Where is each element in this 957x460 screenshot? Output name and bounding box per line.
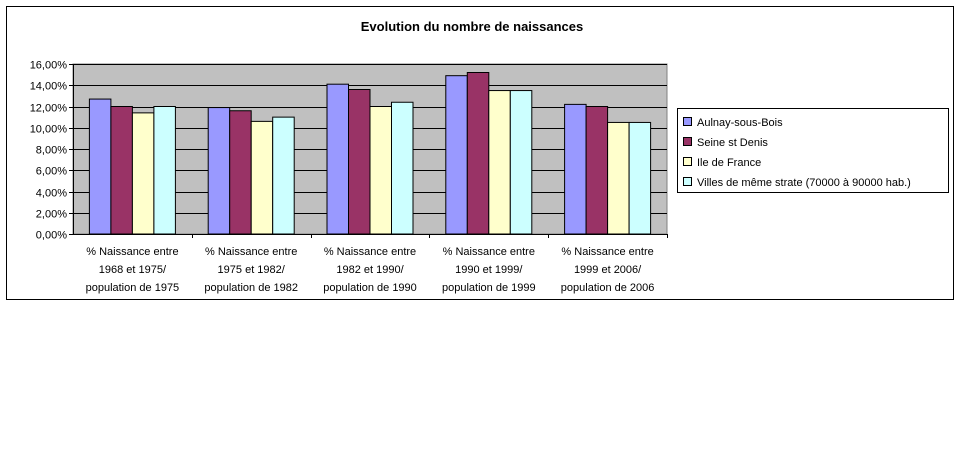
bar[interactable] [488, 90, 511, 235]
x-tick-label-line: population de 1999 [442, 282, 536, 294]
bar[interactable] [272, 116, 295, 235]
bar[interactable] [564, 103, 587, 235]
plot-area: 0,00% 2,00% 4,00% 6,00% 8,00% 10,00% 12,00% 14,… [30, 60, 668, 294]
x-tick-label-line: population de 1975 [86, 282, 180, 294]
x-tick-label-line: population de 1982 [204, 282, 298, 294]
y-tick-label: 0,00% [36, 230, 67, 242]
bar[interactable] [250, 120, 274, 235]
legend-swatch [683, 117, 692, 126]
legend-entry: Villes de même strate (70000 à 90000 hab… [697, 177, 911, 189]
bar[interactable] [585, 106, 609, 235]
x-tick-label: % Naissance entre 1968 et 1975/population… [86, 246, 180, 294]
y-tick-label: 8,00% [36, 145, 67, 157]
bar[interactable] [110, 106, 133, 235]
bar[interactable] [131, 112, 155, 235]
x-tick-label: % Naissance entre 1990 et 1999/population… [442, 246, 536, 294]
x-tick-label: % Naissance entre 1982 et 1990/population… [323, 246, 417, 294]
x-tick-label-line: 1975 et 1982/ [218, 264, 286, 276]
legend-entry: Ile de France [697, 157, 761, 169]
y-tick-label: 14,00% [30, 81, 68, 93]
bar[interactable] [369, 106, 392, 235]
bar[interactable] [509, 90, 533, 235]
x-tick-label-line: % Naissance entre [324, 246, 416, 258]
x-tick-label-line: 1968 et 1975/ [99, 264, 167, 276]
x-tick-label-line: population de 2006 [561, 282, 655, 294]
bar[interactable] [88, 98, 112, 235]
x-tick-label-line: % Naissance entre [205, 246, 297, 258]
legend: Aulnay-sous-Bois Seine st Denis Ile de Fra… [677, 108, 949, 193]
bar[interactable] [607, 121, 630, 235]
bar[interactable] [153, 106, 176, 235]
x-tick-label-line: population de 1990 [323, 282, 417, 294]
y-tick-label: 4,00% [36, 188, 67, 200]
legend-swatch [683, 157, 692, 166]
x-tick-label-line: % Naissance entre [561, 246, 653, 258]
y-tick-label: 6,00% [36, 166, 67, 178]
y-tick-label: 12,00% [30, 103, 68, 115]
bar[interactable] [229, 110, 252, 235]
chart-frame: Evolution du nombre de naissances 0,00% 2… [6, 6, 954, 300]
x-tick-label-line: % Naissance entre [443, 246, 535, 258]
y-tick-label: 16,00% [30, 60, 68, 72]
bar[interactable] [391, 101, 414, 235]
x-tick-label-line: % Naissance entre [86, 246, 178, 258]
bar[interactable] [326, 83, 349, 235]
y-tick-label: 2,00% [36, 209, 67, 221]
legend-entry: Seine st Denis [697, 137, 768, 149]
legend-swatch [683, 177, 692, 186]
legend-entry: Aulnay-sous-Bois [697, 117, 783, 129]
x-tick-label-line: 1990 et 1999/ [455, 264, 523, 276]
bar-chart: Evolution du nombre de naissances 0,00% 2… [30, 19, 949, 294]
bar[interactable] [466, 72, 490, 235]
legend-swatch [683, 137, 692, 146]
x-tick-label: % Naissance entre 1975 et 1982/population… [204, 246, 298, 294]
bar[interactable] [445, 75, 468, 235]
chart-title: Evolution du nombre de naissances [361, 19, 584, 34]
x-tick-label-line: 1982 et 1990/ [336, 264, 404, 276]
legend-box [677, 108, 949, 193]
bar[interactable] [628, 121, 652, 235]
x-tick-label: % Naissance entre 1999 et 2006/population… [561, 246, 655, 294]
bar[interactable] [207, 107, 231, 235]
x-tick-label-line: 1999 et 2006/ [574, 264, 642, 276]
y-tick-label: 10,00% [30, 124, 68, 136]
bar[interactable] [348, 89, 371, 235]
